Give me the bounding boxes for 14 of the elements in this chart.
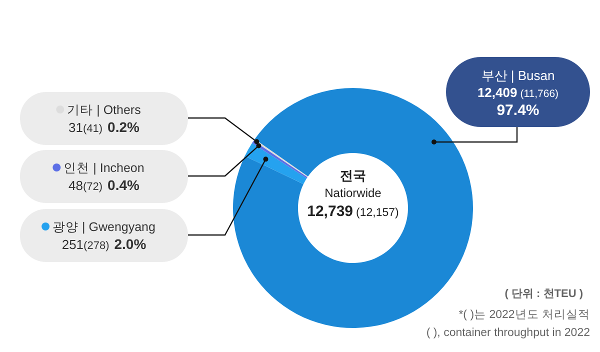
data-label: 31(41) 0.2% bbox=[68, 119, 140, 135]
legend-label: 기타 | Others bbox=[67, 103, 141, 117]
text: 12,739 (12,157) bbox=[307, 203, 400, 220]
legend-label: 광양 | Gwengyang bbox=[52, 220, 156, 234]
legend-label: 인천 | Incheon bbox=[64, 161, 144, 175]
text: Natiorwide bbox=[324, 186, 382, 200]
slice-label: 부산 | Busan bbox=[481, 68, 555, 83]
text: 전국 bbox=[340, 168, 366, 183]
text: *( )는 2022년도 처리실적 bbox=[458, 309, 590, 321]
data-label: 251(278) 2.0% bbox=[62, 236, 147, 252]
text: ( 단위 : 천TEU ) bbox=[504, 288, 584, 300]
text: ( ), container throughput in 2022 bbox=[426, 327, 590, 339]
data-label: 48(72) 0.4% bbox=[68, 177, 140, 193]
data-label: 12,409 (11,766) 97.4% bbox=[477, 85, 559, 119]
